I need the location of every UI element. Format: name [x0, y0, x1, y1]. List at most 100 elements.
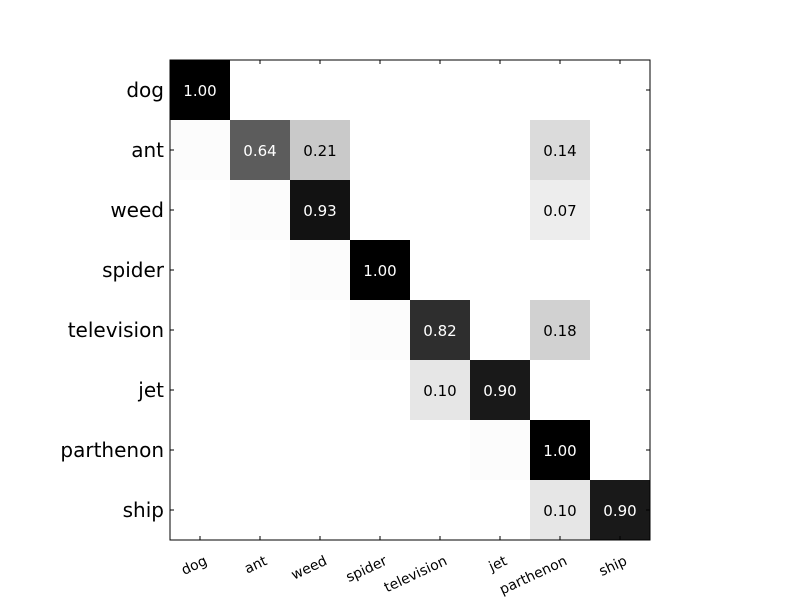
heatmap-cell-parthenon-ship	[590, 420, 650, 480]
heatmap-cell-weed-ship	[590, 180, 650, 240]
x-tick-label-jet: jet	[486, 553, 510, 576]
heatmap-cell-weed-dog	[170, 180, 230, 240]
cell-value-label: 0.90	[483, 382, 516, 400]
cell-value-label: 0.10	[423, 382, 456, 400]
y-tick-label-ant: ant	[131, 138, 164, 162]
y-tick-labels: dog ant weed spider television jet parthenon sh…	[60, 78, 164, 522]
heatmap-cell-television-ship	[590, 300, 650, 360]
heatmap-cell-dog-parthenon	[530, 60, 590, 120]
x-tick-label-ship: ship	[597, 553, 630, 580]
heatmap-cell-ant-ant	[230, 120, 290, 180]
heatmap-cell-ship-jet	[470, 480, 530, 540]
heatmap-cell-ship-parthenon	[530, 480, 590, 540]
heatmap-cell-ant-television	[410, 120, 470, 180]
heatmap-cell-television-spider	[350, 300, 410, 360]
heatmap-cell-weed-jet	[470, 180, 530, 240]
heatmap-cell-ant-ship	[590, 120, 650, 180]
cell-value-label: 0.64	[243, 142, 276, 160]
y-tick-label-jet: jet	[137, 378, 164, 402]
heatmap-cell-television-ant	[230, 300, 290, 360]
heatmap-cell-spider-weed	[290, 240, 350, 300]
heatmap-cell-ship-spider	[350, 480, 410, 540]
heatmap-cell-spider-parthenon	[530, 240, 590, 300]
heatmap-cell-jet-dog	[170, 360, 230, 420]
heatmap-cell-parthenon-weed	[290, 420, 350, 480]
heatmap-cell-ant-weed	[290, 120, 350, 180]
heatmap-cell-jet-ant	[230, 360, 290, 420]
heatmap-cell-ant-parthenon	[530, 120, 590, 180]
heatmap-cell-dog-spider	[350, 60, 410, 120]
x-tick-label-weed: weed	[289, 553, 330, 583]
heatmap-cell-ship-ant	[230, 480, 290, 540]
cell-value-label: 0.82	[423, 322, 456, 340]
heatmap-cell-ship-television	[410, 480, 470, 540]
heatmap-cell-dog-jet	[470, 60, 530, 120]
heatmap-cell-dog-television	[410, 60, 470, 120]
heatmap-cell-parthenon-television	[410, 420, 470, 480]
cell-value-label: 0.18	[543, 322, 576, 340]
heatmap-cell-spider-jet	[470, 240, 530, 300]
cell-value-label: 0.21	[303, 142, 336, 160]
cell-value-label: 0.07	[543, 202, 576, 220]
heatmap-cell-weed-television	[410, 180, 470, 240]
y-tick-label-ship: ship	[123, 498, 164, 522]
heatmap-cell-dog-ant	[230, 60, 290, 120]
y-tick-label-dog: dog	[126, 78, 164, 102]
cell-value-label: 1.00	[543, 442, 576, 460]
heatmap-cell-ship-weed	[290, 480, 350, 540]
heatmap-cell-parthenon-spider	[350, 420, 410, 480]
heatmap-cell-jet-television	[410, 360, 470, 420]
heatmap-cell-ship-ship	[590, 480, 650, 540]
y-tick-label-weed: weed	[110, 198, 164, 222]
heatmap-cell-dog-ship	[590, 60, 650, 120]
heatmap-cells	[170, 60, 650, 540]
y-tick-label-television: television	[68, 318, 164, 342]
cell-annotations: 1.00 0.64 0.21 0.14 0.93 0.07 1.00 0.82 0.18 0.10…	[183, 82, 636, 520]
heatmap-cell-weed-parthenon	[530, 180, 590, 240]
cell-value-label: 0.10	[543, 502, 576, 520]
heatmap-cell-weed-weed	[290, 180, 350, 240]
heatmap-cell-parthenon-dog	[170, 420, 230, 480]
cell-value-label: 1.00	[183, 82, 216, 100]
heatmap-cell-spider-television	[410, 240, 470, 300]
heatmap-cell-weed-ant	[230, 180, 290, 240]
axis-ticks	[170, 60, 650, 540]
cell-value-label: 0.93	[303, 202, 336, 220]
heatmap-cell-jet-weed	[290, 360, 350, 420]
y-tick-label-parthenon: parthenon	[60, 438, 164, 462]
heatmap-cell-spider-ant	[230, 240, 290, 300]
heatmap-cell-spider-ship	[590, 240, 650, 300]
heatmap-cell-jet-jet	[470, 360, 530, 420]
y-tick-label-spider: spider	[102, 258, 165, 282]
x-tick-label-ant: ant	[242, 553, 270, 577]
heatmap-cell-ant-spider	[350, 120, 410, 180]
heatmap-cell-jet-spider	[350, 360, 410, 420]
heatmap-cell-spider-dog	[170, 240, 230, 300]
heatmap-cell-jet-ship	[590, 360, 650, 420]
heatmap-cell-dog-dog	[170, 60, 230, 120]
heatmap-cell-television-parthenon	[530, 300, 590, 360]
heatmap-cell-ant-dog	[170, 120, 230, 180]
heatmap-cell-television-dog	[170, 300, 230, 360]
heatmap-cell-jet-parthenon	[530, 360, 590, 420]
x-tick-label-dog: dog	[179, 553, 210, 579]
heatmap-cell-parthenon-jet	[470, 420, 530, 480]
heatmap-cell-ant-jet	[470, 120, 530, 180]
cell-value-label: 1.00	[363, 262, 396, 280]
heatmap-cell-parthenon-ant	[230, 420, 290, 480]
heatmap-cell-television-television	[410, 300, 470, 360]
x-tick-label-television: television	[382, 553, 450, 596]
plot-frame	[169, 59, 651, 541]
cell-value-label: 0.90	[603, 502, 636, 520]
heatmap-cell-parthenon-parthenon	[530, 420, 590, 480]
x-tick-label-parthenon: parthenon	[497, 553, 569, 598]
heatmap-cell-television-weed	[290, 300, 350, 360]
cell-value-label: 0.14	[543, 142, 576, 160]
heatmap-cell-dog-weed	[290, 60, 350, 120]
heatmap-cell-television-jet	[470, 300, 530, 360]
heatmap-cell-spider-spider	[350, 240, 410, 300]
heatmap-cell-weed-spider	[350, 180, 410, 240]
heatmap-cell-ship-dog	[170, 480, 230, 540]
